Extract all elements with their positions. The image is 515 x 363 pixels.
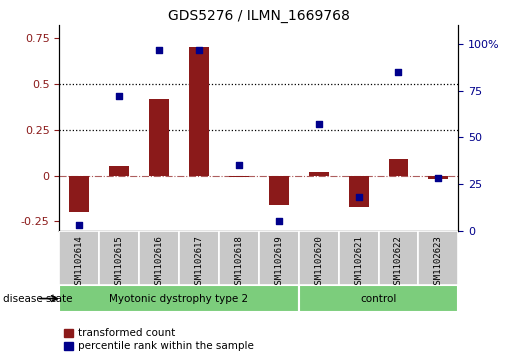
Text: Myotonic dystrophy type 2: Myotonic dystrophy type 2 xyxy=(109,294,249,303)
Point xyxy=(274,218,283,224)
Point xyxy=(155,47,163,53)
Bar xyxy=(219,231,259,285)
Bar xyxy=(269,176,289,205)
Bar xyxy=(299,231,339,285)
Bar xyxy=(418,231,458,285)
Text: GSM1102621: GSM1102621 xyxy=(354,235,363,289)
Point xyxy=(235,162,243,168)
Bar xyxy=(109,166,129,176)
Text: GSM1102620: GSM1102620 xyxy=(314,235,323,289)
Point xyxy=(115,93,123,99)
Title: GDS5276 / ILMN_1669768: GDS5276 / ILMN_1669768 xyxy=(168,9,350,23)
Bar xyxy=(179,231,219,285)
Bar xyxy=(259,231,299,285)
Text: GSM1102623: GSM1102623 xyxy=(434,235,443,289)
Point xyxy=(195,47,203,53)
Bar xyxy=(69,176,89,212)
Text: GSM1102614: GSM1102614 xyxy=(75,235,83,289)
Text: GSM1102619: GSM1102619 xyxy=(274,235,283,289)
Point xyxy=(315,121,323,127)
Text: GSM1102622: GSM1102622 xyxy=(394,235,403,289)
Bar xyxy=(59,285,299,312)
Text: GSM1102617: GSM1102617 xyxy=(195,235,203,289)
Bar xyxy=(428,176,449,179)
Text: GSM1102615: GSM1102615 xyxy=(115,235,124,289)
Bar xyxy=(379,231,418,285)
Text: GSM1102618: GSM1102618 xyxy=(234,235,243,289)
Bar xyxy=(339,231,379,285)
Bar xyxy=(139,231,179,285)
Bar xyxy=(349,176,369,207)
Bar xyxy=(99,231,139,285)
Text: disease state: disease state xyxy=(3,294,72,305)
Point xyxy=(434,175,442,181)
Bar xyxy=(299,285,458,312)
Bar xyxy=(229,176,249,178)
Bar xyxy=(149,99,169,176)
Text: control: control xyxy=(360,294,397,303)
Point xyxy=(354,194,363,200)
Bar xyxy=(59,231,99,285)
Bar xyxy=(189,48,209,176)
Text: GSM1102616: GSM1102616 xyxy=(154,235,163,289)
Bar xyxy=(388,159,408,176)
Bar xyxy=(308,172,329,176)
Point xyxy=(75,222,83,228)
Legend: transformed count, percentile rank within the sample: transformed count, percentile rank withi… xyxy=(64,328,254,351)
Point xyxy=(394,69,403,75)
